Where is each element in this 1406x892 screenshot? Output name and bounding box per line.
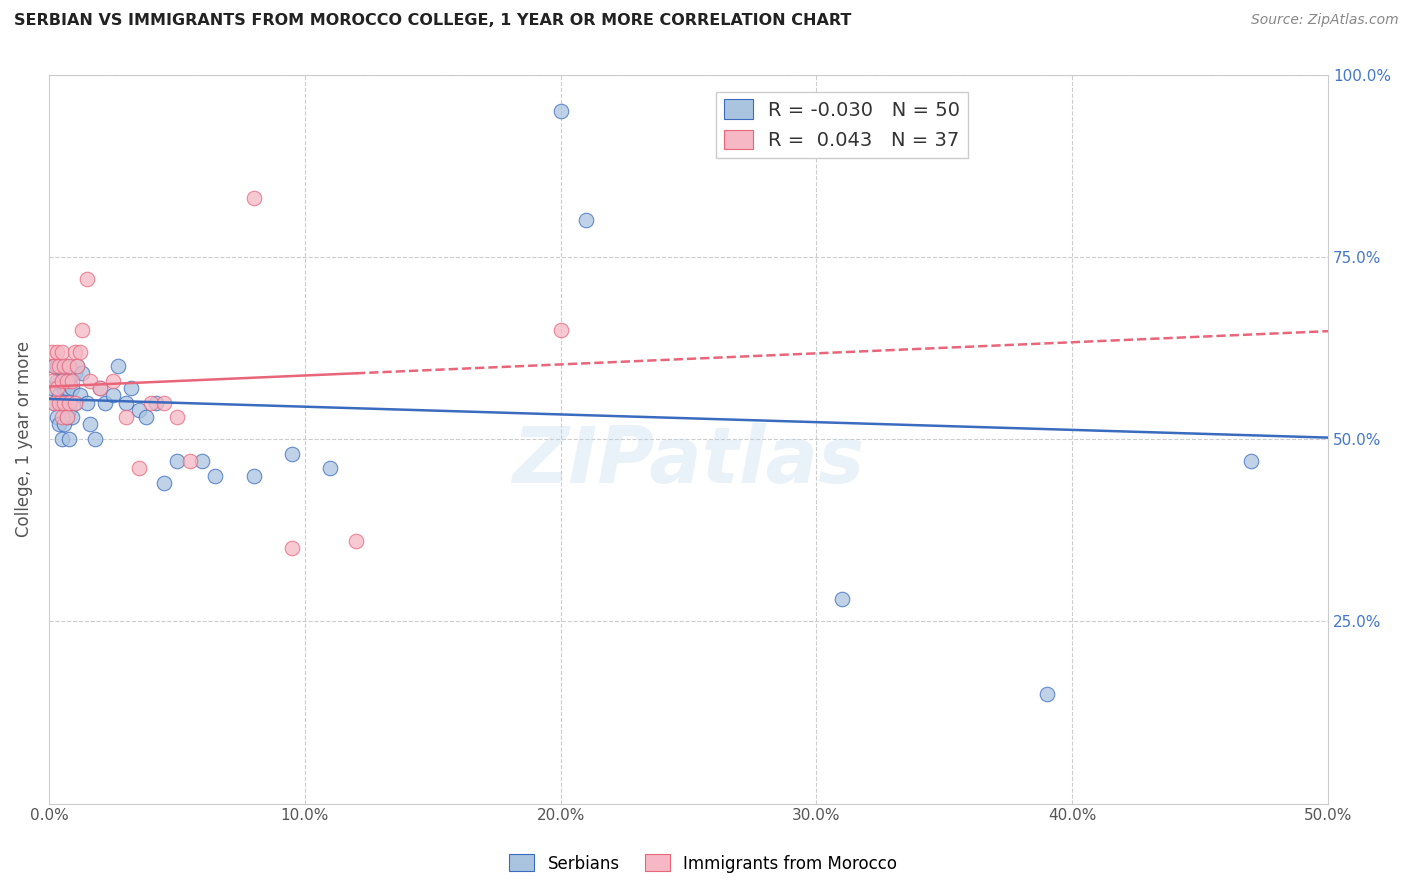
Point <box>48 359 70 373</box>
Point <box>53 381 76 395</box>
Point <box>58 403 80 417</box>
Point <box>63 344 86 359</box>
Point <box>89 381 111 395</box>
Point <box>60 374 83 388</box>
Point <box>51 432 73 446</box>
Point <box>56 410 79 425</box>
Legend: R = -0.030   N = 50, R =  0.043   N = 37: R = -0.030 N = 50, R = 0.043 N = 37 <box>716 92 969 158</box>
Point <box>42 395 65 409</box>
Point <box>135 410 157 425</box>
Point <box>166 410 188 425</box>
Point <box>60 410 83 425</box>
Point <box>242 468 264 483</box>
Point <box>344 534 367 549</box>
Point <box>153 475 176 490</box>
Point <box>179 454 201 468</box>
Point <box>58 432 80 446</box>
Point <box>66 359 89 373</box>
Point <box>53 395 76 409</box>
Point <box>281 447 304 461</box>
Point <box>56 381 79 395</box>
Point <box>128 461 150 475</box>
Point <box>51 344 73 359</box>
Point <box>56 374 79 388</box>
Point <box>128 403 150 417</box>
Point <box>281 541 304 556</box>
Point <box>101 374 124 388</box>
Point <box>66 359 89 373</box>
Point <box>120 381 142 395</box>
Point <box>242 191 264 205</box>
Point <box>550 323 572 337</box>
Point <box>575 213 598 227</box>
Point <box>45 410 67 425</box>
Point <box>41 381 63 395</box>
Point <box>76 271 98 285</box>
Point <box>42 359 65 373</box>
Point <box>114 395 136 409</box>
Point <box>70 367 93 381</box>
Point <box>319 461 342 475</box>
Point <box>48 388 70 402</box>
Point <box>58 374 80 388</box>
Point <box>45 381 67 395</box>
Point <box>56 410 79 425</box>
Point <box>51 374 73 388</box>
Point <box>60 381 83 395</box>
Point <box>153 395 176 409</box>
Point <box>76 395 98 409</box>
Point <box>166 454 188 468</box>
Legend: Serbians, Immigrants from Morocco: Serbians, Immigrants from Morocco <box>502 847 904 880</box>
Point <box>41 344 63 359</box>
Point <box>101 388 124 402</box>
Point <box>45 374 67 388</box>
Point <box>51 374 73 388</box>
Point <box>831 592 853 607</box>
Point <box>1240 454 1263 468</box>
Point <box>107 359 129 373</box>
Point <box>79 417 101 432</box>
Point <box>51 395 73 409</box>
Point <box>1035 687 1057 701</box>
Point <box>70 323 93 337</box>
Point <box>53 417 76 432</box>
Y-axis label: College, 1 year or more: College, 1 year or more <box>15 341 32 537</box>
Point <box>58 359 80 373</box>
Point <box>141 395 163 409</box>
Point <box>41 374 63 388</box>
Point <box>94 395 117 409</box>
Point <box>45 344 67 359</box>
Point <box>48 417 70 432</box>
Point <box>42 395 65 409</box>
Point <box>48 395 70 409</box>
Point <box>63 395 86 409</box>
Point <box>145 395 167 409</box>
Text: SERBIAN VS IMMIGRANTS FROM MOROCCO COLLEGE, 1 YEAR OR MORE CORRELATION CHART: SERBIAN VS IMMIGRANTS FROM MOROCCO COLLE… <box>14 13 852 29</box>
Point <box>79 374 101 388</box>
Point <box>191 454 214 468</box>
Text: ZIPatlas: ZIPatlas <box>512 423 865 499</box>
Point <box>204 468 226 483</box>
Point <box>84 432 107 446</box>
Point <box>45 359 67 373</box>
Point <box>51 410 73 425</box>
Point <box>89 381 111 395</box>
Point <box>69 388 91 402</box>
Point <box>42 359 65 373</box>
Text: Source: ZipAtlas.com: Source: ZipAtlas.com <box>1251 13 1399 28</box>
Point <box>58 395 80 409</box>
Point <box>53 359 76 373</box>
Point <box>69 344 91 359</box>
Point <box>63 395 86 409</box>
Point <box>550 103 572 118</box>
Point <box>56 359 79 373</box>
Point <box>63 367 86 381</box>
Point <box>114 410 136 425</box>
